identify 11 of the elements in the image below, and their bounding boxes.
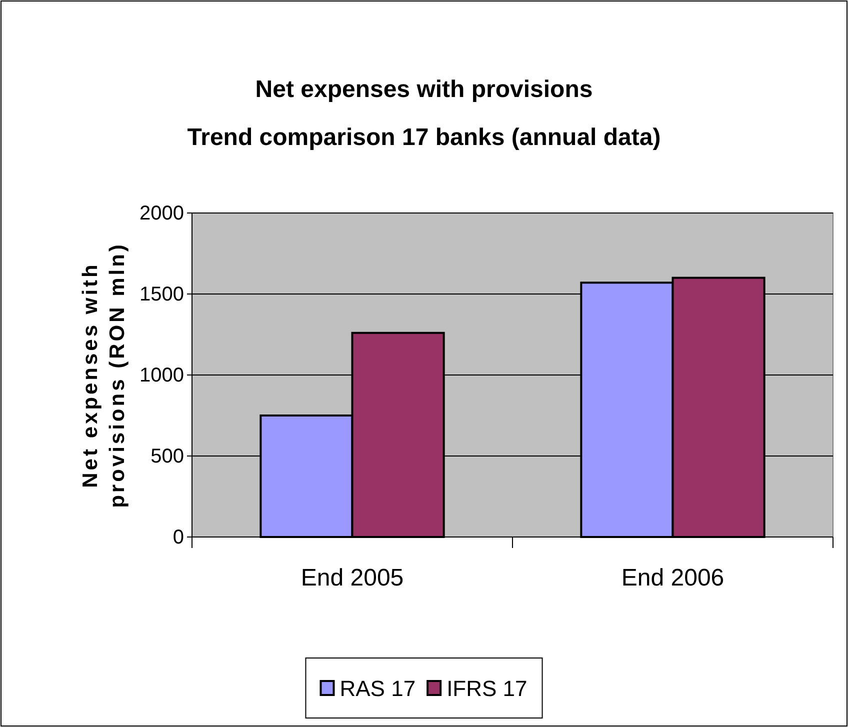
x-tick-label: End 2005 [300, 564, 404, 592]
y-tick-label: 500 [150, 445, 184, 468]
y-tick-label: 0 [172, 526, 184, 548]
y-axis-title: Net expenses with provisions (RON mln) [79, 242, 129, 508]
legend-label: RAS 17 [340, 676, 416, 701]
y-tick-label: 2000 [140, 202, 184, 224]
chart-title: Net expenses with provisions Trend comparison 17 banks (annual data) [187, 76, 661, 151]
x-tick-label: End 2006 [621, 564, 724, 592]
y-tick-label: 1500 [140, 283, 184, 306]
legend-label: IFRS 17 [446, 676, 528, 701]
y-tick-label: 1000 [140, 364, 184, 386]
